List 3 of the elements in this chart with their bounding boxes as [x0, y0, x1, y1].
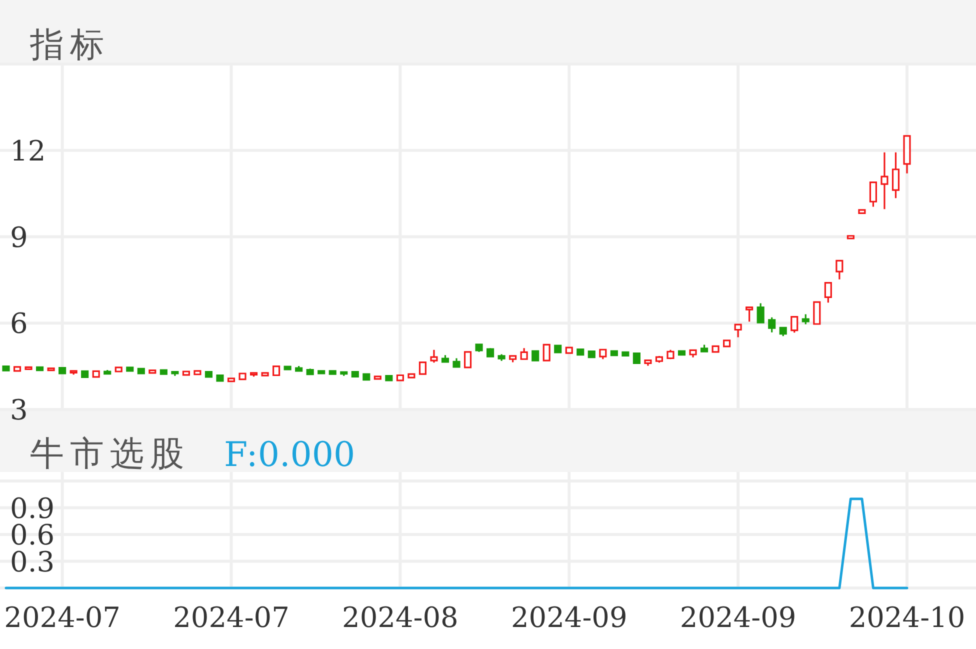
title: 牛市选股	[30, 434, 190, 474]
legend: F:0.000	[224, 435, 356, 475]
title: 指标	[30, 25, 110, 65]
